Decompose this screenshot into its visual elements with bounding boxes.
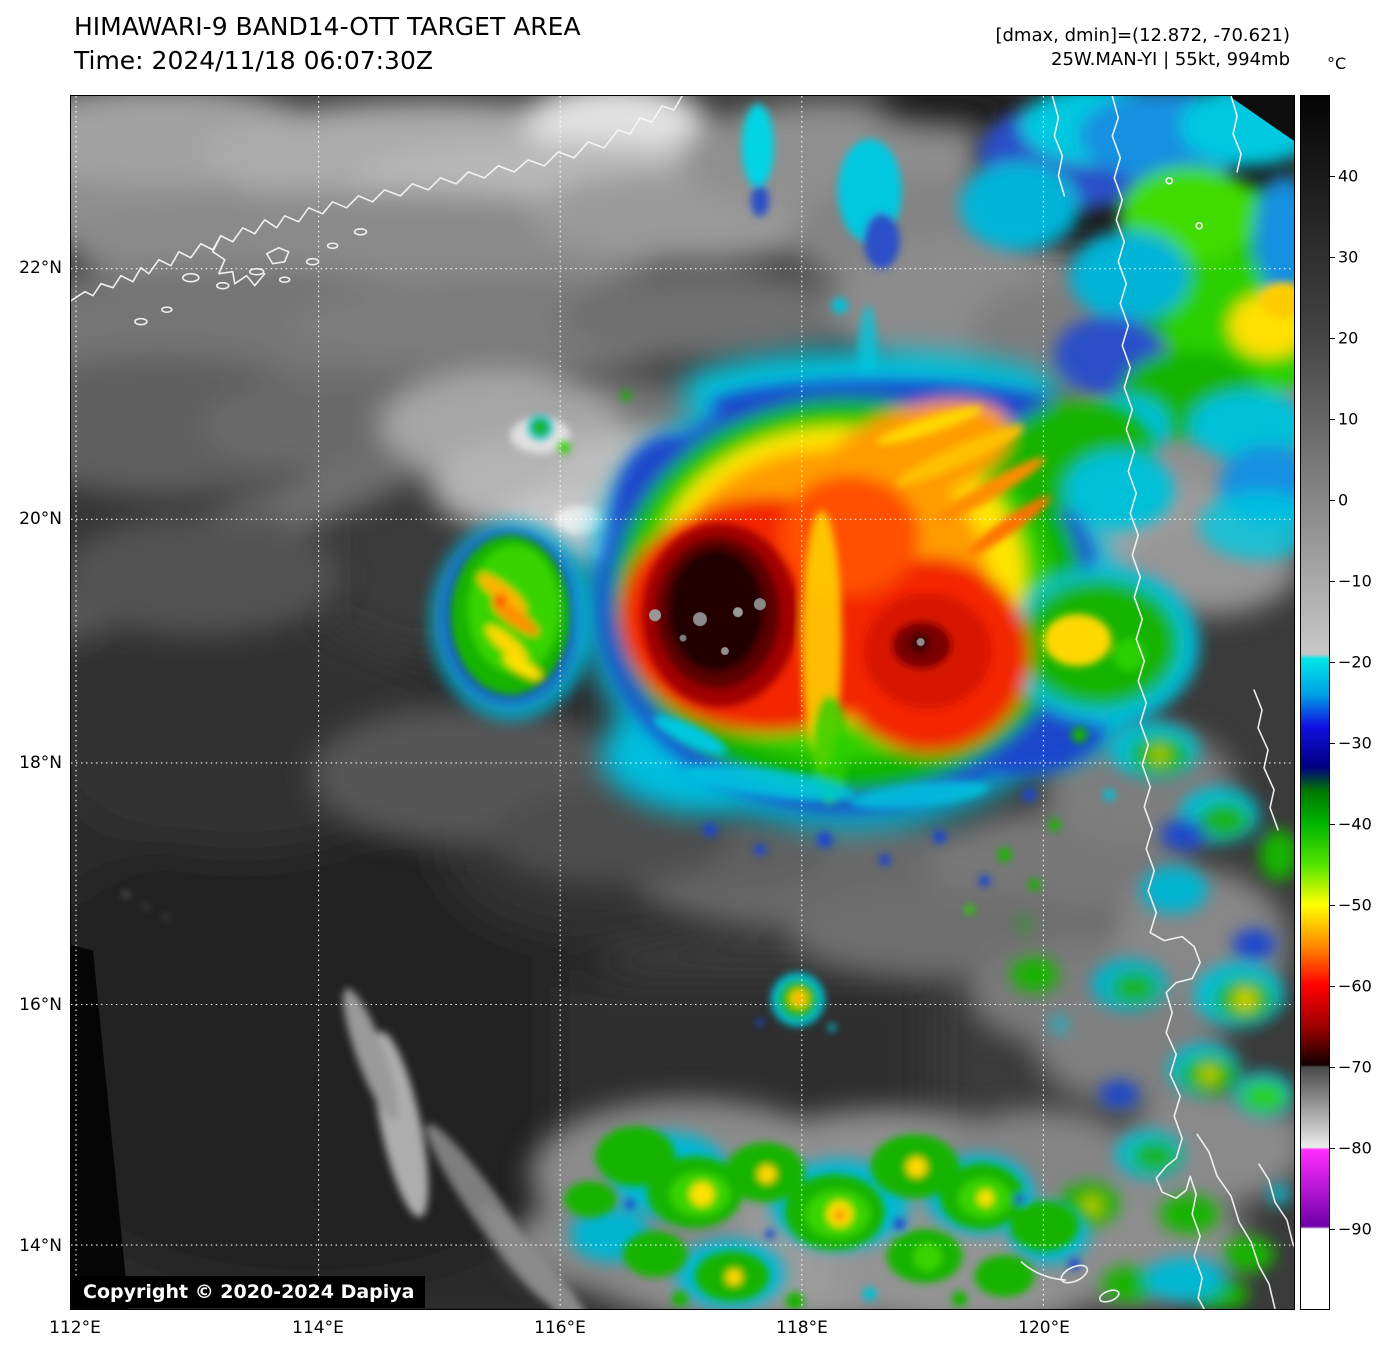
coastline-luzon-west xyxy=(1111,96,1205,1309)
satellite-scene xyxy=(71,96,1294,1309)
colorbar-tick-mark xyxy=(1329,662,1335,663)
colorbar-tick-mark xyxy=(1329,905,1335,906)
lat-tick-label: 16°N xyxy=(19,995,62,1015)
colorbar-tick-mark xyxy=(1329,176,1335,177)
header: HIMAWARI-9 BAND14-OTT TARGET AREA Time: … xyxy=(74,12,581,75)
lon-tick-label: 112°E xyxy=(49,1318,101,1338)
timestamp: Time: 2024/11/18 06:07:30Z xyxy=(74,46,433,75)
annotations: [dmax, dmin]=(12.872, -70.621) 25W.MAN-Y… xyxy=(995,24,1290,72)
coastline-china xyxy=(71,96,683,302)
colorbar-tick-label: 40 xyxy=(1338,166,1359,186)
lon-tick-label: 118°E xyxy=(776,1318,828,1338)
page-title: HIMAWARI-9 BAND14-OTT TARGET AREA xyxy=(74,12,581,41)
colorbar-tick-label: −90 xyxy=(1338,1219,1372,1239)
colorbar-tick-mark xyxy=(1329,986,1335,987)
lon-tick-label: 120°E xyxy=(1018,1318,1070,1338)
colorbar-tick-label: 0 xyxy=(1338,490,1349,510)
colorbar-tick-label: −80 xyxy=(1338,1138,1372,1158)
colorbar xyxy=(1300,95,1330,1310)
swath-edge-wedges xyxy=(71,96,1294,1309)
colorbar-tick-label: −10 xyxy=(1338,571,1372,591)
lon-tick-label: 116°E xyxy=(534,1318,586,1338)
coastline-se-2 xyxy=(1258,1163,1294,1248)
lat-tick-label: 14°N xyxy=(19,1236,62,1256)
dmax-dmin-annotation: [dmax, dmin]=(12.872, -70.621) xyxy=(995,25,1290,46)
upper-right-convection xyxy=(741,96,1294,561)
colorbar-tick-mark xyxy=(1329,338,1335,339)
colorbar-tick-mark xyxy=(1329,257,1335,258)
colorbar-tick-mark xyxy=(1329,743,1335,744)
coastline-strait xyxy=(1051,96,1066,197)
colorbar-tick-label: −40 xyxy=(1338,814,1372,834)
west-storm-cell xyxy=(430,390,632,720)
colorbar-tick-mark xyxy=(1329,1229,1335,1230)
satellite-map: Copyright © 2020-2024 Dapiya xyxy=(70,95,1295,1310)
warm-spots xyxy=(649,598,925,656)
lat-tick-label: 18°N xyxy=(19,753,62,773)
lat-axis: 22°N 20°N 18°N 16°N 14°N xyxy=(0,0,66,1359)
colorbar-tick-label: 10 xyxy=(1338,409,1359,429)
coastlines xyxy=(71,96,1294,1309)
colorbar-tick-mark xyxy=(1329,1148,1335,1149)
lat-tick-label: 22°N xyxy=(19,258,62,278)
colorbar-tick-label: −60 xyxy=(1338,976,1372,996)
colorbar-tick-mark xyxy=(1329,500,1335,501)
colorbar-unit-label: °C xyxy=(1327,54,1347,73)
coastline-topright xyxy=(1230,96,1242,173)
colorbar-tick-label: −50 xyxy=(1338,895,1372,915)
colorbar-tick-mark xyxy=(1329,581,1335,582)
colorbar-tick-label: −70 xyxy=(1338,1057,1372,1077)
coastline-luzon-east xyxy=(1253,689,1279,831)
colorbar-tick-label: −20 xyxy=(1338,652,1372,672)
lat-tick-label: 20°N xyxy=(19,509,62,529)
small-storm-dot xyxy=(755,972,836,1032)
storm-info-annotation: 25W.MAN-YI | 55kt, 994mb xyxy=(1051,49,1290,70)
coastline-pearl-delta xyxy=(211,234,266,287)
south-scatter xyxy=(702,726,1116,915)
southern-convection-band xyxy=(564,1126,1090,1309)
colorbar-tick-mark xyxy=(1329,1067,1335,1068)
colorbar-gradient xyxy=(1301,96,1329,1309)
typhoon-cloud-mass xyxy=(582,350,1200,915)
colorbar-tick-label: 20 xyxy=(1338,328,1359,348)
coastline-se-1 xyxy=(1196,1133,1276,1309)
colorbar-tick-mark xyxy=(1329,824,1335,825)
island-hongkong xyxy=(265,246,290,265)
colorbar-tick-label: −30 xyxy=(1338,733,1372,753)
gridlines xyxy=(71,96,1294,1309)
copyright-label: Copyright © 2020-2024 Dapiya xyxy=(72,1276,426,1308)
lon-tick-label: 114°E xyxy=(292,1318,344,1338)
east-convection xyxy=(1010,721,1294,1309)
colorbar-tick-mark xyxy=(1329,419,1335,420)
colorbar-tick-label: 30 xyxy=(1338,247,1359,267)
